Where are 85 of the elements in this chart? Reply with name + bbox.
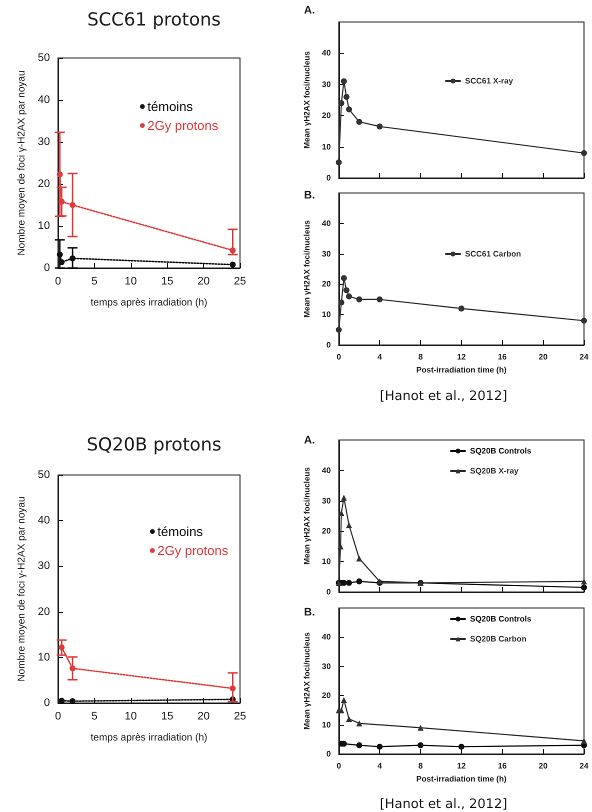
legend-label: SCC61 Carbon bbox=[465, 250, 522, 258]
legend-label: SQ20B X-ray bbox=[470, 466, 520, 476]
x-axis-title: Post-irradiation time (h) bbox=[416, 774, 507, 784]
x-tick-label: 15 bbox=[161, 276, 174, 288]
chart-title: SQ20B protons bbox=[86, 434, 222, 456]
x-tick-label: 24 bbox=[580, 352, 589, 362]
y-tick-label: 10 bbox=[38, 220, 50, 232]
y-tick-label: 0 bbox=[326, 174, 332, 182]
y-tick-label: 40 bbox=[38, 94, 50, 106]
y-axis-title: Mean γH2AX foci/nucleus bbox=[302, 220, 312, 318]
x-tick-label: 20 bbox=[197, 710, 210, 722]
x-tick-label: 12 bbox=[456, 352, 466, 362]
x-axis-title: temps après irradiation (h) bbox=[90, 732, 208, 744]
x-axis-title: temps après irradiation (h) bbox=[90, 298, 208, 308]
legend-label: témoins bbox=[157, 524, 204, 539]
chart-title: A. bbox=[304, 4, 315, 16]
y-tick-label: 50 bbox=[38, 52, 50, 64]
x-tick-label: 0 bbox=[54, 710, 62, 722]
x-tick-label: 8 bbox=[418, 762, 424, 770]
y-tick-label: 20 bbox=[38, 178, 50, 190]
legend-label: 2Gy protons bbox=[147, 118, 219, 133]
y-tick-label: 30 bbox=[322, 496, 332, 506]
y-tick-label: 50 bbox=[38, 469, 50, 481]
text: [Hanot et al., 2012] bbox=[380, 797, 508, 812]
x-tick-label: 10 bbox=[124, 276, 137, 288]
y-axis-title: Mean γH2AX foci/nucleus bbox=[302, 50, 312, 149]
y-tick-label: 40 bbox=[38, 514, 50, 527]
x-tick-label: 20 bbox=[538, 352, 548, 362]
x-tick-label: 16 bbox=[498, 762, 508, 770]
y-tick-label: 0 bbox=[326, 750, 332, 758]
y-tick-label: 10 bbox=[322, 557, 332, 566]
x-tick-label: 10 bbox=[124, 710, 137, 722]
legend-label: témoins bbox=[147, 99, 194, 114]
x-tick-label: 24 bbox=[580, 762, 589, 770]
chart-title: B. bbox=[304, 190, 315, 202]
y-tick-label: 10 bbox=[322, 720, 332, 730]
y-tick-label: 20 bbox=[322, 111, 332, 120]
x-tick-label: 25 bbox=[234, 710, 246, 722]
x-tick-label: 15 bbox=[161, 710, 174, 722]
y-tick-label: 30 bbox=[322, 249, 332, 258]
legend-label: SQ20B Controls bbox=[470, 446, 532, 456]
y-tick-label: 30 bbox=[38, 136, 50, 148]
x-axis-title: Post-irradiation time (h) bbox=[416, 365, 507, 374]
x-tick-label: 16 bbox=[498, 352, 508, 362]
y-axis-title: Nombre moyen de foci γ-H2AX par noyau bbox=[16, 70, 28, 256]
y-tick-label: 40 bbox=[322, 218, 332, 228]
y-tick-label: 10 bbox=[322, 142, 332, 152]
chart-title: A. bbox=[304, 434, 315, 446]
y-tick-label: 10 bbox=[322, 310, 332, 320]
y-axis-title: Mean γH2AX foci/nucleus bbox=[302, 466, 312, 565]
y-tick-label: 30 bbox=[322, 662, 332, 671]
legend-label: SCC61 X-ray bbox=[465, 76, 514, 86]
text: [Hanot et al., 2012] bbox=[380, 389, 508, 404]
x-tick-label: 8 bbox=[418, 352, 424, 362]
x-tick-label: 4 bbox=[377, 762, 382, 770]
x-tick-label: 25 bbox=[234, 276, 246, 288]
legend-label: 2Gy protons bbox=[157, 543, 229, 558]
y-tick-label: 40 bbox=[322, 632, 332, 642]
x-tick-label: 0 bbox=[54, 276, 62, 288]
y-tick-label: 40 bbox=[322, 466, 332, 475]
x-tick-label: 0 bbox=[336, 762, 342, 770]
y-tick-label: 30 bbox=[322, 80, 332, 89]
y-tick-label: 20 bbox=[322, 526, 332, 536]
x-tick-label: 0 bbox=[336, 352, 342, 362]
legend-label: SQ20B Carbon bbox=[470, 634, 527, 644]
x-tick-label: 20 bbox=[538, 762, 548, 770]
y-tick-label: 0 bbox=[44, 262, 50, 274]
x-tick-label: 4 bbox=[377, 352, 382, 362]
x-tick-label: 20 bbox=[197, 276, 210, 288]
y-tick-label: 20 bbox=[38, 606, 50, 618]
x-tick-label: 12 bbox=[456, 762, 466, 770]
y-tick-label: 10 bbox=[38, 651, 50, 664]
y-tick-label: 0 bbox=[44, 697, 50, 709]
x-tick-label: 5 bbox=[91, 710, 98, 722]
chart-title: B. bbox=[304, 606, 315, 618]
y-tick-label: 0 bbox=[326, 340, 332, 350]
y-tick-label: 0 bbox=[326, 588, 332, 596]
y-tick-label: 20 bbox=[322, 691, 332, 700]
y-axis-title: Nombre moyen de foci γ-H2AX par noyau bbox=[16, 496, 28, 682]
y-tick-label: 40 bbox=[322, 48, 332, 58]
y-axis-title: Mean γH2AX foci/nucleus bbox=[302, 632, 312, 730]
chart-title: SCC61 protons bbox=[87, 10, 221, 30]
y-tick-label: 30 bbox=[38, 560, 50, 572]
x-tick-label: 5 bbox=[91, 276, 98, 288]
legend-label: SQ20B Controls bbox=[470, 614, 532, 624]
